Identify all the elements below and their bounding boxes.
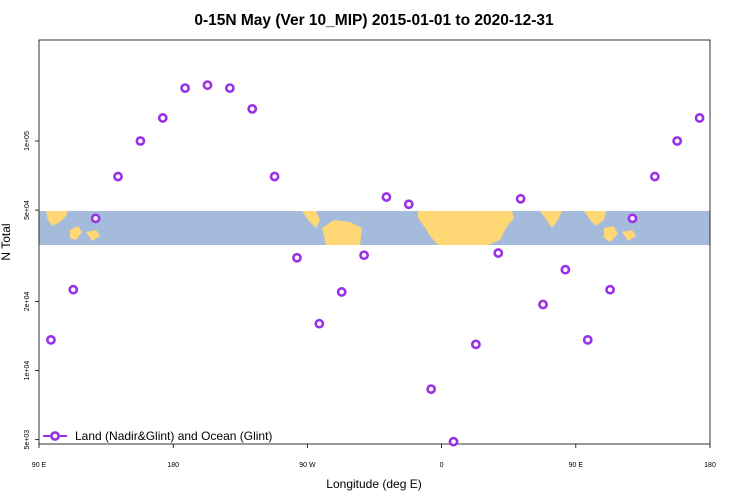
data-point (90, 213, 101, 224)
legend: Land (Nadir&Glint) and Ocean (Glint) (43, 429, 272, 443)
data-point (672, 136, 683, 146)
data-point (694, 113, 705, 123)
map-band (39, 211, 710, 245)
land-indonesia (70, 226, 82, 240)
x-axis-label: Longitude (deg E) (326, 477, 421, 491)
series-points (46, 80, 705, 447)
x-tick-label: 180 (704, 462, 716, 469)
data-point (180, 83, 191, 94)
land-southeast-asia (46, 211, 68, 226)
y-tick-label: 2e+04 (24, 292, 31, 312)
data-point (68, 284, 79, 295)
chart-title: 0-15N May (Ver 10_MIP) 2015-01-01 to 202… (194, 12, 554, 29)
data-point (224, 83, 235, 94)
data-point (470, 339, 481, 350)
data-point (560, 264, 571, 275)
land-new-guinea (86, 230, 100, 241)
y-axis: 5e+03 1e+04 2e+04 5e+04 1e+05 (24, 131, 39, 449)
land-africa (418, 211, 514, 245)
data-point (649, 171, 660, 182)
x-tick-label: 90 W (299, 462, 316, 469)
data-point (359, 250, 369, 261)
data-point (269, 171, 280, 182)
data-point (247, 103, 258, 114)
land-india-tip (540, 211, 562, 228)
x-axis: 90 E 180 90 W 0 90 E 180 (32, 444, 716, 469)
y-tick-label: 1e+04 (24, 361, 31, 381)
y-tick-label: 5e+04 (24, 200, 31, 220)
plot-frame (38, 39, 711, 445)
data-point (381, 192, 392, 202)
data-point (538, 299, 548, 310)
data-point (403, 199, 414, 210)
data-point (515, 193, 526, 204)
land-central-america (302, 211, 320, 228)
data-point (336, 287, 347, 297)
x-tick-label: 180 (167, 462, 179, 469)
land-new-guinea-2 (622, 230, 636, 241)
y-tick-label: 1e+05 (24, 131, 31, 151)
x-tick-label: 0 (440, 462, 444, 469)
y-axis-label: N Total (0, 223, 13, 260)
data-point (448, 436, 459, 447)
data-point (202, 80, 213, 91)
data-point (426, 384, 437, 395)
x-tick-label: 90 E (569, 462, 584, 469)
data-point (113, 171, 123, 182)
data-point (582, 334, 593, 345)
data-point (627, 213, 638, 224)
data-point (135, 136, 146, 146)
land-southeast-asia-2 (584, 211, 606, 226)
x-tick-label: 90 E (32, 462, 47, 469)
data-point (314, 318, 325, 329)
data-point (157, 113, 168, 123)
land-indonesia-2 (604, 226, 618, 242)
legend-marker (50, 431, 60, 441)
data-point (605, 284, 615, 295)
land-south-america (322, 220, 362, 245)
legend-label: Land (Nadir&Glint) and Ocean (Glint) (75, 429, 272, 443)
data-point (493, 248, 504, 258)
y-tick-label: 5e+03 (24, 430, 31, 450)
data-point (292, 252, 302, 263)
data-point (46, 334, 56, 345)
